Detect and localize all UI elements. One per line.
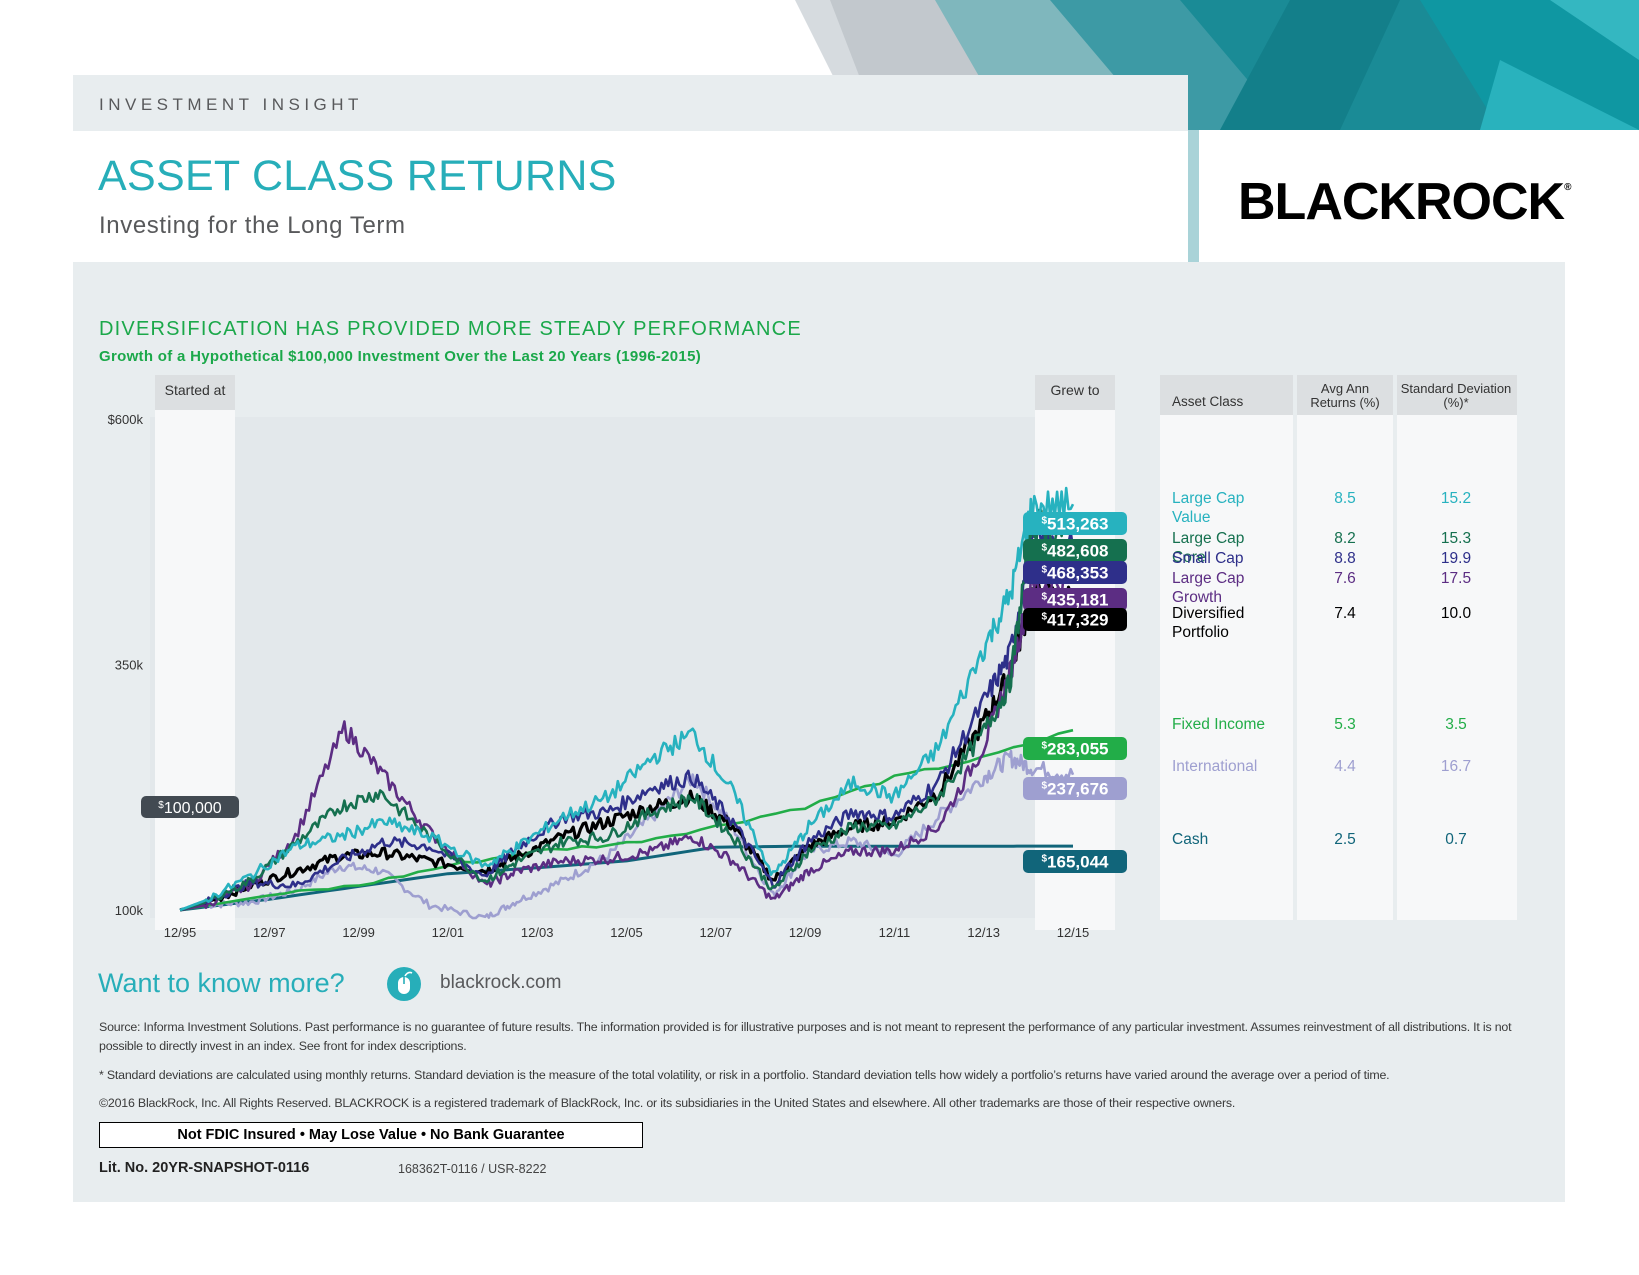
- x-tick-label: 12/11: [879, 925, 911, 940]
- table-row-return: 8.2: [1334, 530, 1356, 547]
- x-tick-label: 12/97: [253, 925, 286, 940]
- end-value-badge: [1023, 512, 1127, 535]
- grew-header: [1035, 375, 1115, 410]
- kicker: INVESTMENT INSIGHT: [99, 95, 363, 114]
- blackrock-logo: BLACKROCK®: [1238, 172, 1572, 232]
- table-row-return: 2.5: [1334, 831, 1356, 848]
- grew-label: Grew to: [1050, 382, 1099, 398]
- chart-subtitle: Growth of a Hypothetical $100,000 Invest…: [99, 348, 702, 365]
- series-line: [179, 844, 1073, 912]
- std-dev-note: * Standard deviations are calculated usi…: [99, 1068, 1390, 1082]
- website-link[interactable]: blackrock.com: [440, 972, 562, 993]
- table-row-asset-name: Fixed Income: [1172, 716, 1265, 733]
- started-column: [155, 410, 235, 930]
- table-header-bg: [1160, 375, 1517, 415]
- x-tick-label: 12/13: [967, 925, 1000, 940]
- page-title: ASSET CLASS RETURNS: [98, 152, 617, 200]
- start-value-badge: [141, 796, 239, 818]
- series-line: [179, 570, 1075, 912]
- x-tick-label: 12/05: [610, 925, 643, 940]
- x-tick-label: 12/15: [1057, 925, 1090, 940]
- table-row-return: 7.6: [1334, 570, 1356, 587]
- lit-number: Lit. No. 20YR-SNAPSHOT-0116: [99, 1160, 310, 1176]
- start-value-label: $100,000: [158, 800, 222, 817]
- end-value-label: $482,608: [1041, 542, 1108, 561]
- growth-chart: Started at Grew to $600k 350k 100k 12/95 12/97…: [108, 375, 1517, 940]
- y-tick-label: $600k: [108, 412, 144, 427]
- end-value-badge: [1023, 588, 1127, 611]
- x-tick-label: 12/01: [432, 925, 465, 940]
- end-value-label: $435,181: [1041, 591, 1108, 610]
- want-to-know-more: Want to know more?: [98, 968, 345, 998]
- end-value-badge: [1023, 539, 1127, 562]
- chart-title: DIVERSIFICATION HAS PROVIDED MORE STEADY…: [99, 318, 802, 340]
- x-tick-label: 12/95: [164, 925, 197, 940]
- series-line: [179, 581, 1075, 912]
- table-row-asset-name: Diversified Portfolio: [1172, 605, 1244, 641]
- end-value-label: $165,044: [1041, 853, 1109, 872]
- table-row-std-dev: 15.2: [1441, 490, 1471, 507]
- x-tick-label: 12/07: [700, 925, 733, 940]
- copyright-note: ©2016 BlackRock, Inc. All Rights Reserve…: [99, 1096, 1236, 1110]
- table-row-asset-name: Large Cap Core: [1172, 530, 1244, 566]
- end-value-badge: [1023, 850, 1127, 873]
- table-row-asset-name: Cash: [1172, 831, 1208, 848]
- y-tick-label: 100k: [115, 903, 144, 918]
- end-value-label: $468,353: [1041, 564, 1108, 583]
- source-note: Source: Informa Investment Solutions. Pa…: [99, 1020, 1512, 1053]
- end-value-badge: [1023, 777, 1127, 800]
- page-subtitle: Investing for the Long Term: [99, 212, 406, 239]
- table-row-asset-name: Large Cap Value: [1172, 490, 1244, 526]
- y-tick-label: 350k: [115, 658, 144, 673]
- table-row-std-dev: 16.7: [1441, 758, 1471, 775]
- table-row-std-dev: 10.0: [1441, 605, 1472, 622]
- x-tick-label: 12/09: [789, 925, 822, 940]
- table-row-asset-name: Small Cap: [1172, 550, 1244, 567]
- end-value-badge: [1023, 608, 1127, 631]
- end-value-label: $417,329: [1041, 611, 1108, 630]
- end-value-label: $237,676: [1041, 780, 1108, 799]
- table-header-std-dev: Standard Deviation (%)*: [1401, 381, 1512, 410]
- table-row-return: 8.5: [1334, 490, 1356, 507]
- mouse-click-icon[interactable]: [386, 966, 422, 1002]
- table-row-asset-name: International: [1172, 758, 1257, 775]
- x-tick-label: 12/03: [521, 925, 554, 940]
- logo-text: BLACKROCK: [1238, 173, 1565, 231]
- series-line: [179, 486, 1075, 912]
- table-header-returns: Avg Ann Returns (%): [1310, 381, 1379, 410]
- end-value-label: $283,055: [1041, 740, 1108, 759]
- table-row-return: 7.4: [1334, 605, 1356, 622]
- table-row-asset-name: Large Cap Growth: [1172, 570, 1244, 606]
- series-line: [179, 508, 1074, 912]
- end-value-badge: [1023, 561, 1127, 584]
- end-value-label: $513,263: [1041, 515, 1108, 534]
- table-row-std-dev: 3.5: [1445, 716, 1467, 733]
- table-row-std-dev: 15.3: [1441, 530, 1471, 547]
- logo-mark: ®: [1564, 182, 1571, 193]
- started-header: [155, 375, 235, 410]
- series-line: [179, 525, 1075, 912]
- series-line: [179, 728, 1074, 912]
- fdic-disclaimer: Not FDIC Insured • May Lose Value • No B…: [99, 1122, 643, 1148]
- header-band: [73, 75, 1188, 131]
- table-row-std-dev: 17.5: [1441, 570, 1471, 587]
- end-value-badge: [1023, 737, 1127, 760]
- table-row-return: 8.8: [1334, 550, 1356, 567]
- started-label: Started at: [165, 382, 226, 398]
- table-header-asset-class: Asset Class: [1172, 394, 1244, 409]
- table-row-std-dev: 0.7: [1445, 831, 1467, 848]
- table-row-return: 4.4: [1334, 758, 1356, 775]
- table-body-bg: [1160, 415, 1517, 920]
- lit-code: 168362T-0116 / USR-8222: [398, 1162, 547, 1176]
- x-tick-label: 12/99: [342, 925, 375, 940]
- table-row-std-dev: 19.9: [1441, 550, 1471, 567]
- table-row-return: 5.3: [1334, 716, 1356, 733]
